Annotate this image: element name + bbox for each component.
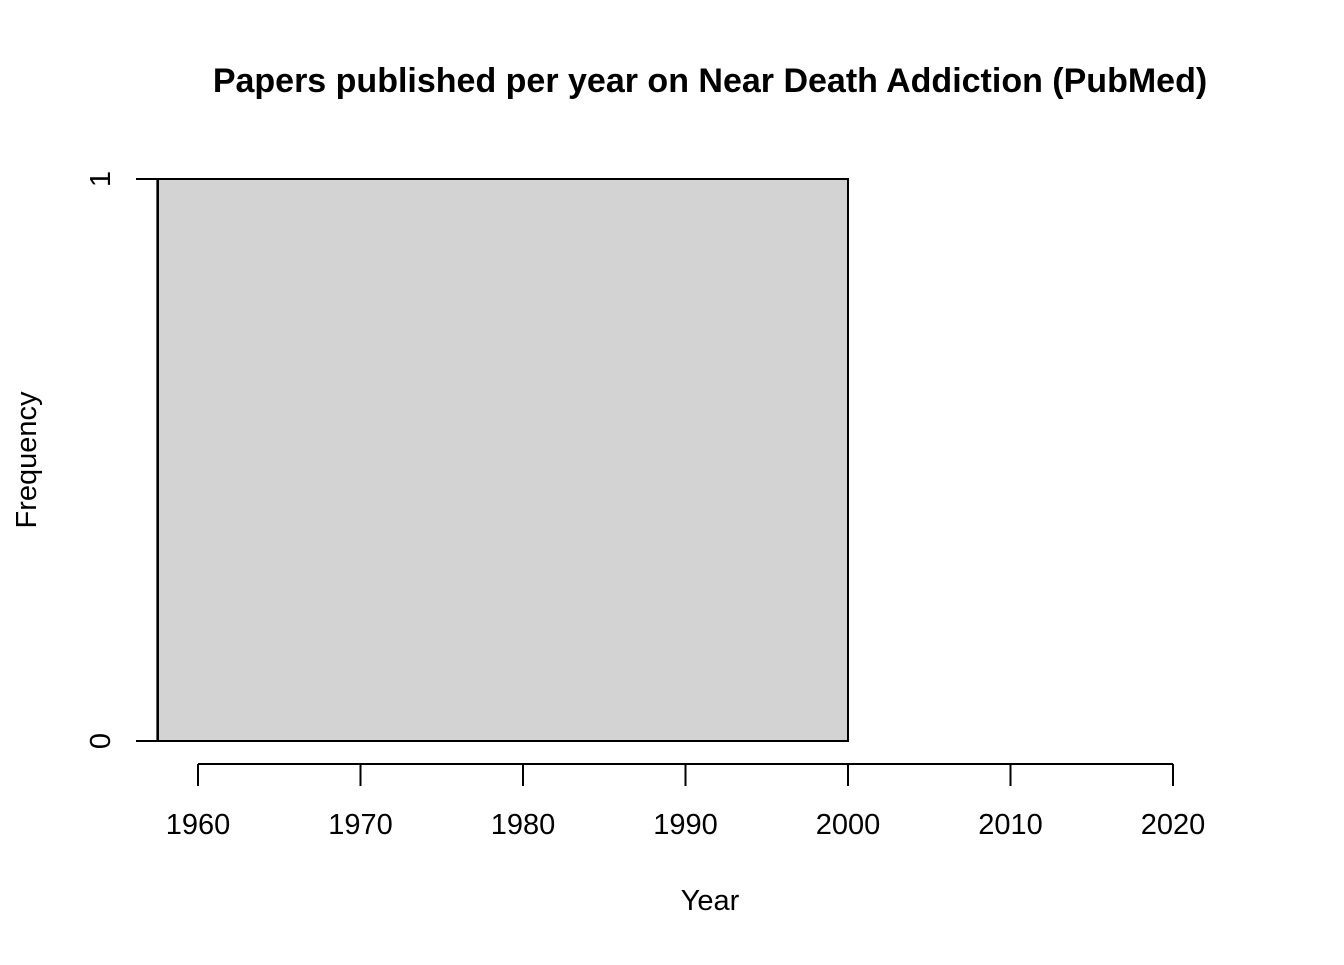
x-tick-label-1990: 1990	[653, 809, 718, 841]
bars-layer	[156, 178, 849, 742]
y-axis-label: Frequency	[11, 391, 43, 529]
x-tick-label-1960: 1960	[166, 809, 231, 841]
x-axis: 1960 1970 1980 1990 2000 2010 2020	[166, 763, 1206, 841]
y-tick-label-1: 1	[85, 171, 117, 187]
chart-title: Papers published per year on Near Death …	[213, 62, 1207, 100]
y-axis: 01	[85, 171, 159, 749]
histogram-bar-0	[156, 178, 849, 742]
y-tick-label-0: 0	[85, 733, 117, 749]
x-tick-label-2010: 2010	[978, 809, 1043, 841]
x-tick-label-1970: 1970	[328, 809, 393, 841]
x-axis-label: Year	[681, 885, 740, 917]
x-tick-label-2020: 2020	[1141, 809, 1206, 841]
x-tick-label-1980: 1980	[491, 809, 556, 841]
x-tick-label-2000: 2000	[816, 809, 881, 841]
